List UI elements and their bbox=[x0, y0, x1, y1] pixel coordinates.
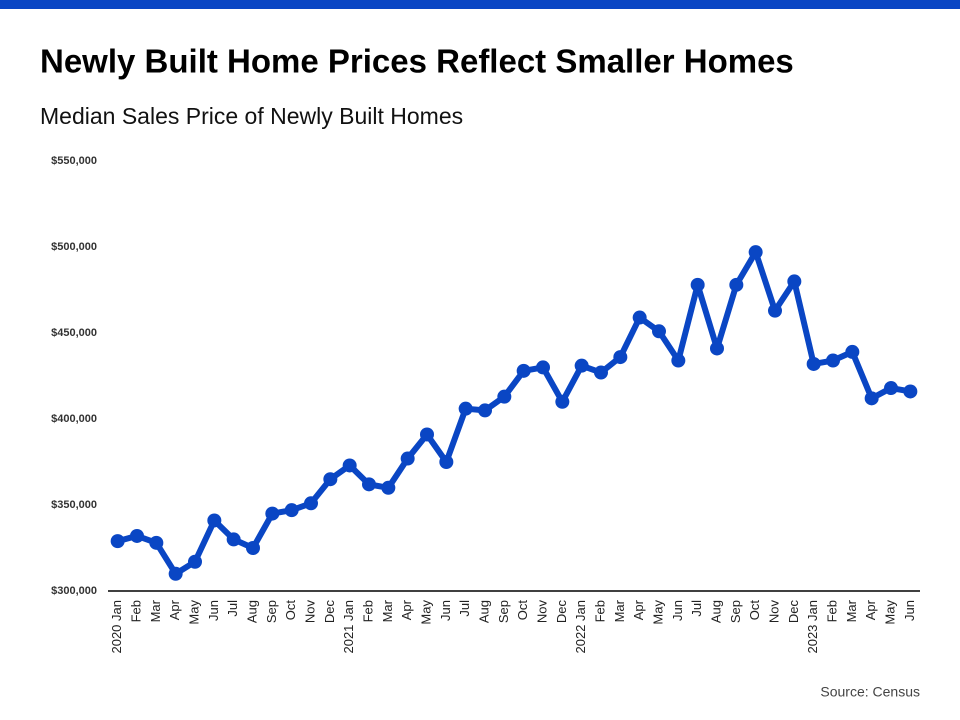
x-tick-label: Mar bbox=[380, 599, 395, 622]
x-tick-label: Dec bbox=[786, 600, 801, 624]
x-tick-label: Sep bbox=[728, 600, 743, 623]
point bbox=[710, 341, 724, 356]
x-tick-label: Oct bbox=[283, 600, 298, 621]
point bbox=[632, 310, 647, 325]
x-tick-label: Nov bbox=[302, 600, 317, 624]
point bbox=[381, 480, 396, 495]
point bbox=[226, 532, 241, 547]
point bbox=[439, 455, 454, 469]
point bbox=[478, 403, 492, 418]
x-tick-label: Dec bbox=[322, 600, 337, 624]
point bbox=[555, 394, 570, 409]
point bbox=[168, 566, 183, 581]
x-tick-label: Feb bbox=[592, 600, 607, 622]
line bbox=[116, 249, 911, 577]
x-tick-label: 2023 Jan bbox=[805, 600, 820, 654]
x-tick-label: Aug bbox=[244, 600, 259, 623]
point bbox=[574, 358, 589, 373]
point bbox=[342, 458, 357, 473]
point bbox=[594, 365, 608, 380]
x-tick-label: Jun bbox=[902, 600, 917, 621]
y-tick-label: $500,000 bbox=[51, 241, 97, 253]
x-tick-label: May bbox=[186, 600, 201, 625]
point bbox=[362, 477, 376, 492]
point bbox=[516, 363, 531, 378]
y-tick-label: $550,000 bbox=[51, 155, 97, 167]
x-tick-label: Nov bbox=[766, 600, 781, 624]
x-tick-label: Nov bbox=[534, 600, 549, 624]
x-tick-label: Apr bbox=[167, 599, 182, 620]
x-tick-label: Apr bbox=[399, 599, 414, 620]
x-tick-label: Mar bbox=[844, 599, 859, 622]
point bbox=[207, 513, 222, 528]
x-tick-label: Sep bbox=[264, 600, 279, 623]
x-tick-label: Oct bbox=[515, 600, 530, 621]
x-tick-label: Oct bbox=[747, 600, 762, 621]
point bbox=[149, 535, 164, 550]
x-tick-label: May bbox=[418, 600, 433, 625]
point bbox=[806, 356, 821, 371]
point bbox=[304, 496, 318, 511]
x-tick-label: Feb bbox=[824, 600, 839, 622]
point bbox=[400, 451, 415, 466]
x-tick-label: Apr bbox=[631, 599, 646, 620]
point bbox=[130, 528, 144, 543]
point bbox=[903, 384, 918, 399]
point bbox=[768, 303, 782, 318]
point bbox=[458, 401, 473, 416]
x-tick-label: Feb bbox=[360, 600, 375, 622]
point bbox=[748, 245, 763, 260]
x-tick-label: Jun bbox=[670, 600, 685, 621]
x-tick-label: Jun bbox=[438, 600, 453, 621]
x-tick-label: Jul bbox=[225, 600, 240, 617]
x-tick-label: Mar bbox=[148, 599, 163, 622]
x-tick-label: May bbox=[650, 600, 665, 625]
point bbox=[690, 277, 705, 292]
point bbox=[729, 277, 744, 292]
x-tick-label: Jun bbox=[206, 600, 221, 621]
point bbox=[787, 274, 802, 289]
point bbox=[265, 506, 280, 521]
point bbox=[420, 427, 434, 442]
point bbox=[671, 353, 686, 368]
source: Source: Census bbox=[820, 684, 920, 700]
top-bar bbox=[0, 0, 960, 9]
x-tick-label: 2021 Jan bbox=[341, 600, 356, 654]
y-tick-label: $350,000 bbox=[51, 499, 97, 511]
point bbox=[246, 541, 260, 555]
point bbox=[110, 534, 125, 549]
point bbox=[188, 554, 202, 569]
point bbox=[323, 472, 338, 487]
point bbox=[497, 389, 512, 404]
x-tick-label: May bbox=[882, 600, 897, 625]
point bbox=[864, 391, 879, 406]
chart-subtitle: Median Sales Price of Newly Built Homes bbox=[40, 103, 463, 129]
point bbox=[652, 324, 666, 339]
point bbox=[884, 381, 898, 396]
x-tick-label: Mar bbox=[612, 599, 627, 622]
x-tick-label: Aug bbox=[476, 600, 491, 623]
chart-title: Newly Built Home Prices Reflect Smaller … bbox=[40, 43, 794, 80]
y-tick-label: $400,000 bbox=[51, 413, 97, 425]
x-tick-label: 2020 Jan bbox=[109, 600, 124, 654]
x-tick-label: Jul bbox=[457, 600, 472, 617]
x-tick-label: Jul bbox=[689, 600, 704, 617]
point bbox=[845, 344, 860, 359]
point bbox=[826, 353, 840, 368]
point bbox=[613, 350, 628, 365]
y-tick-label: $300,000 bbox=[51, 585, 97, 597]
x-tick-label: Aug bbox=[708, 600, 723, 623]
x-tick-label: Feb bbox=[128, 600, 143, 622]
x-tick-label: Apr bbox=[863, 599, 878, 620]
x-tick-label: Dec bbox=[554, 600, 569, 624]
point bbox=[536, 360, 550, 375]
x-tick-label: 2022 Jan bbox=[573, 600, 588, 654]
x-tick-label: Sep bbox=[496, 600, 511, 623]
point bbox=[284, 503, 299, 518]
y-tick-label: $450,000 bbox=[51, 327, 97, 339]
